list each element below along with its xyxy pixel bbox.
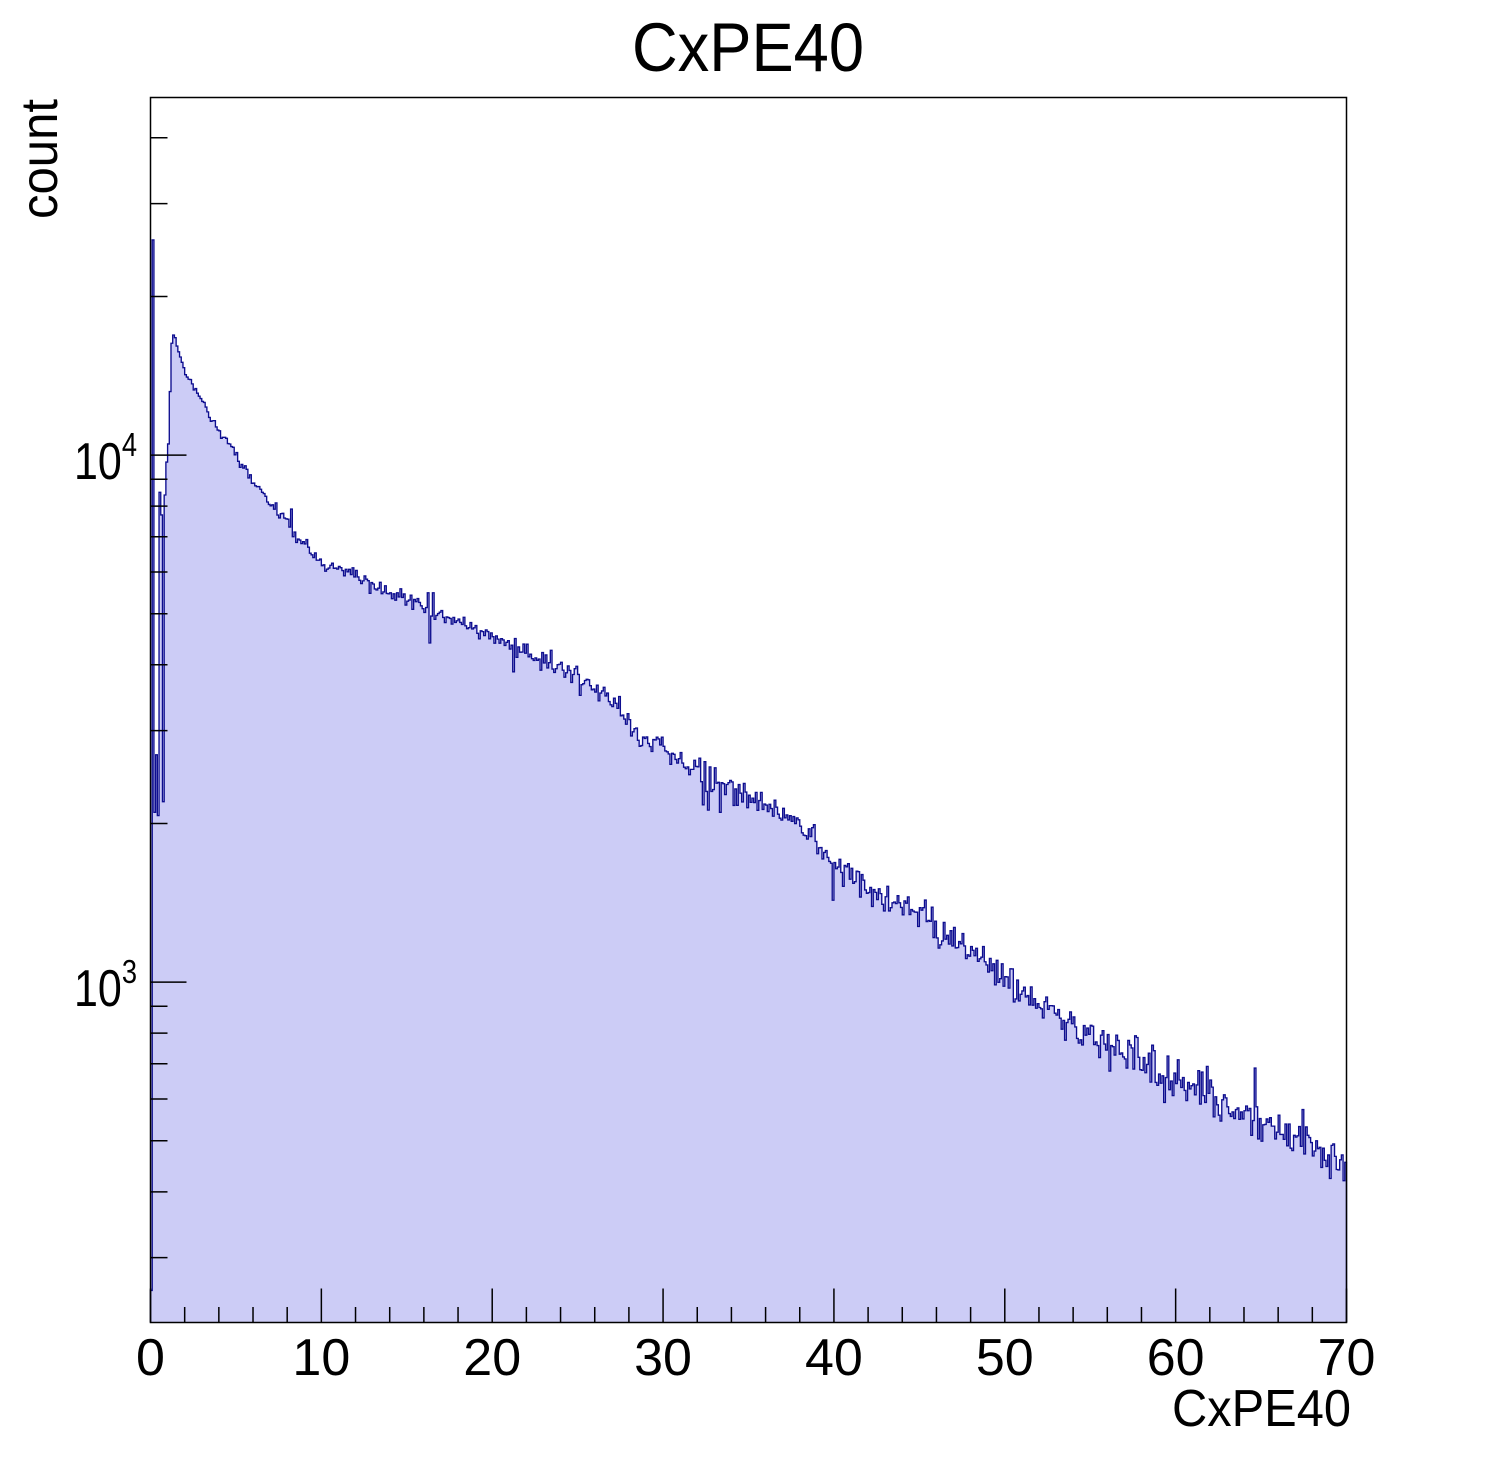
histogram-series: [149, 239, 1348, 1323]
x-tick-label: 30: [634, 1329, 692, 1387]
x-tick-label: 20: [463, 1329, 521, 1387]
y-tick-label: 103: [74, 953, 137, 1018]
y-tick-label: 104: [74, 426, 137, 491]
x-tick-label: 70: [1318, 1329, 1376, 1387]
x-tick-label: 40: [805, 1329, 863, 1387]
x-tick-label: 0: [136, 1329, 165, 1387]
x-tick-label: 50: [976, 1329, 1034, 1387]
histogram-fill: [150, 239, 1347, 1323]
plot-title: CxPE40: [632, 9, 864, 86]
plot-frame: [149, 96, 1348, 1324]
x-axis-title: CxPE40: [1172, 1380, 1351, 1438]
axes: 0 10 20 30 40 50 60 70 103 104: [74, 96, 1376, 1387]
x-tick-label: 60: [1147, 1329, 1205, 1387]
y-axis-title: count: [11, 98, 69, 219]
histogram-outline: [149, 239, 1348, 1323]
x-tick-label: 10: [292, 1329, 350, 1387]
